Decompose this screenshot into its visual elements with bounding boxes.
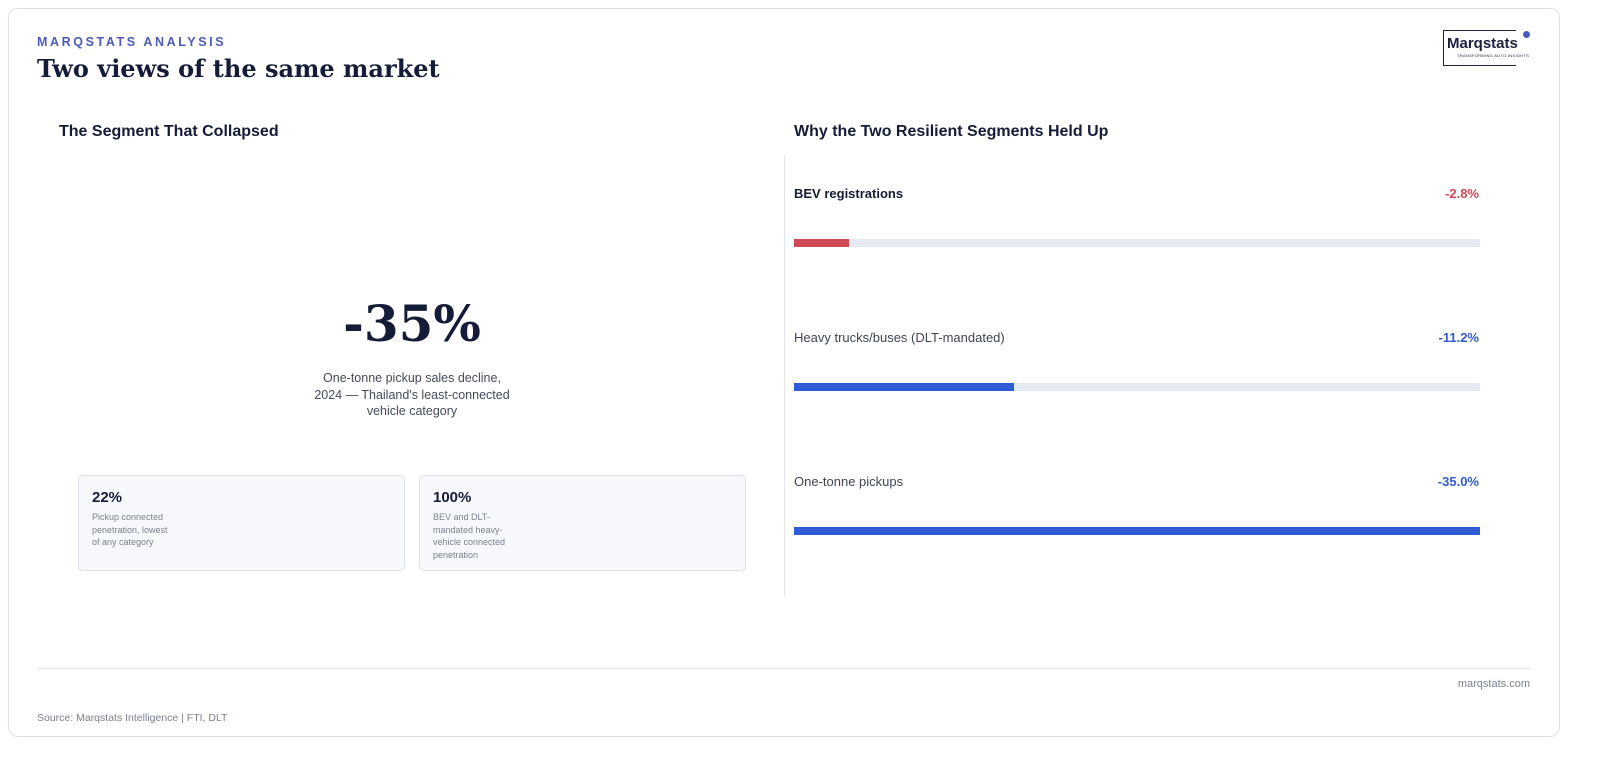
big-stat: -35% [343,294,481,353]
logo: Marqstats [1447,35,1518,52]
bar [794,527,1480,535]
logo-box [1443,30,1516,66]
bar [794,383,1014,391]
panel-title: Why the Two Resilient Segments Held Up [794,123,1109,140]
logo-dot [1523,31,1530,38]
logo-tagline: TRANSFORMING AUTO INSIGHTS [1457,53,1530,58]
card-value: 100% [433,489,472,506]
frame [8,8,1560,737]
caption: One-tonne pickup sales decline, 2024 — T… [314,371,510,418]
divider [784,155,785,596]
bar-value-label: -2.8% [1445,186,1479,201]
bar-label: Heavy trucks/buses (DLT-mandated) [794,330,1005,345]
bar-value-label: -11.2% [1438,330,1479,345]
stat-card: 22% Pickup connected penetration, lowest… [78,475,405,571]
bar-label: One-tonne pickups [794,474,904,489]
kicker: MARQSTATS ANALYSIS [37,35,227,49]
panel-title: The Segment That Collapsed [59,123,279,140]
bar [794,239,849,247]
bar-track [794,239,1480,247]
page-title: Two views of the same market [37,54,440,83]
card-text: BEV and DLT-mandated heavy-vehicle conne… [433,512,506,560]
source: Source: Marqstats Intelligence | FTI, DL… [37,712,228,724]
card-value: 22% [92,489,123,506]
bar-value-label: -35.0% [1437,474,1479,489]
bar-label: BEV registrations [794,186,904,201]
card-text: Pickup connected penetration, lowest of … [92,512,168,547]
footer-rule [37,668,1530,669]
stat-card: 100% BEV and DLT-mandated heavy-vehicle … [419,475,746,571]
site: marqstats.com [1457,678,1530,690]
bar-track [794,383,1480,391]
bar-track [794,527,1480,535]
